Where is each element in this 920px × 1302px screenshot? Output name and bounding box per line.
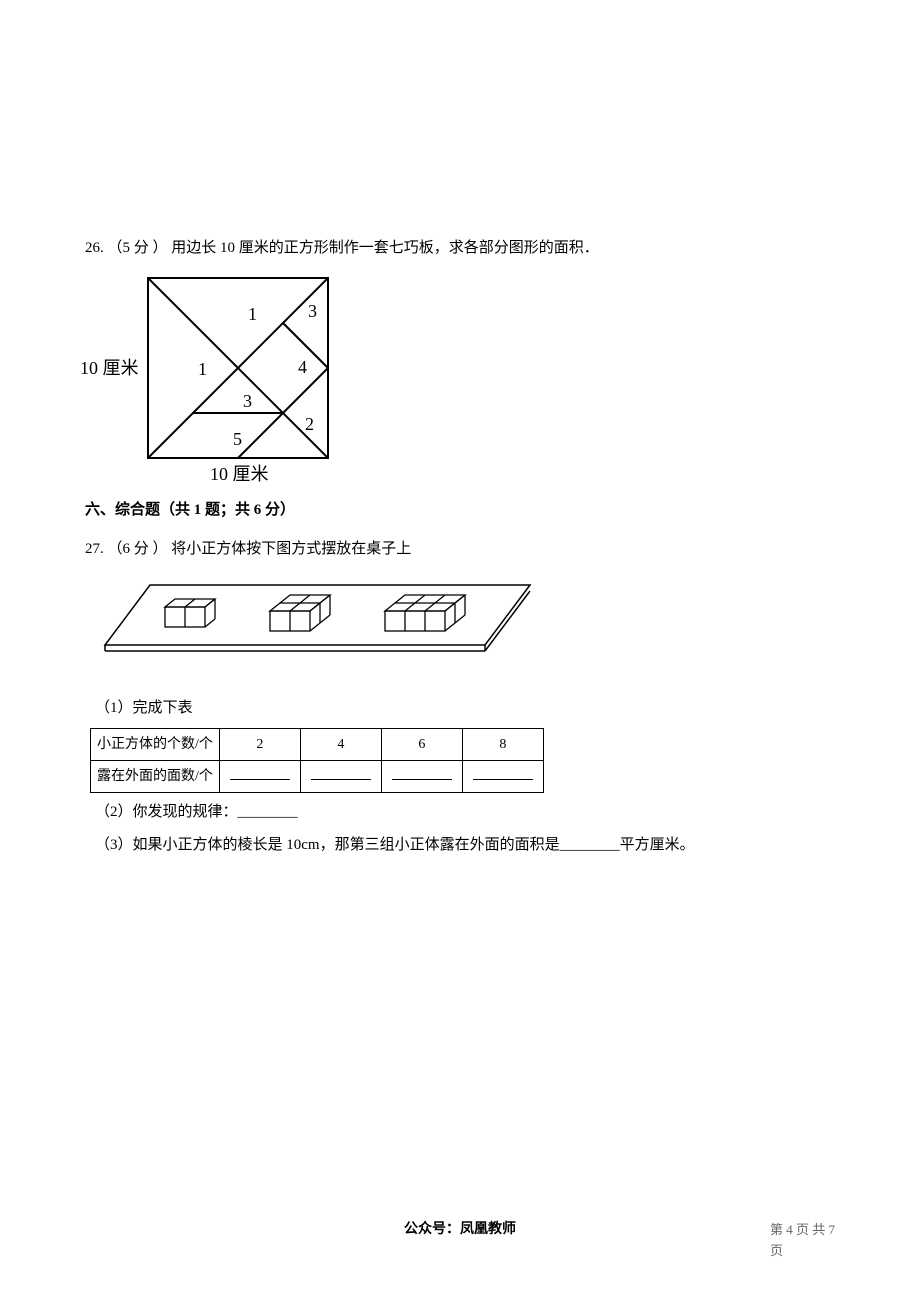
tangram-piece-top: 1	[248, 304, 257, 324]
q27-sub1: （1）完成下表	[95, 695, 835, 722]
q27-table: 小正方体的个数/个 2 4 6 8 露在外面的面数/个	[90, 728, 544, 793]
table-cell-blank	[462, 761, 543, 793]
q26-number: 26.	[85, 240, 104, 256]
q26-text: 用边长 10 厘米的正方形制作一套七巧板，求各部分图形的面积．	[171, 240, 599, 256]
page-total: 7	[829, 1222, 836, 1237]
page-suffix: 页	[770, 1243, 783, 1258]
q26-points: （5 分 ）	[108, 240, 168, 256]
footer-page: 第 4 页 共 7 页	[770, 1220, 835, 1262]
tangram-piece-parallelogram: 5	[233, 429, 242, 449]
table-cell: 8	[462, 729, 543, 761]
section-6-title: 六、综合题（共 1 题；共 6 分）	[85, 497, 835, 524]
sub3-suffix: 平方厘米。	[620, 837, 695, 853]
tangram-bottom-label: 10 厘米	[210, 464, 269, 484]
tangram-piece-upper-right: 3	[308, 301, 317, 321]
table-row1-header: 小正方体的个数/个	[91, 729, 220, 761]
tangram-piece-right-tri: 2	[305, 414, 314, 434]
tangram-figure: 1 1 3 4 3 2 5 10 厘米 10 厘米	[80, 270, 835, 495]
q27-number: 27.	[85, 541, 104, 557]
sub2-label: （2）你发现的规律：	[95, 804, 238, 820]
sub3-blank: ________	[560, 837, 620, 853]
tangram-piece-left: 1	[198, 359, 207, 379]
q27-sub3: （3）如果小正方体的棱长是 10cm，那第三组小正体露在外面的面积是______…	[95, 832, 835, 859]
page-prefix: 第	[770, 1222, 786, 1237]
table-cell-blank	[381, 761, 462, 793]
tangram-piece-square: 4	[298, 357, 307, 377]
table-row: 小正方体的个数/个 2 4 6 8	[91, 729, 544, 761]
cubes-figure	[90, 575, 835, 670]
tangram-left-label: 10 厘米	[80, 358, 139, 378]
sub3-prefix: （3）如果小正方体的棱长是 10cm，那第三组小正体露在外面的面积是	[95, 837, 560, 853]
table-cell: 2	[219, 729, 300, 761]
sub2-blank: ________	[238, 804, 298, 820]
table-cell: 4	[300, 729, 381, 761]
q27-points: （6 分 ）	[108, 541, 168, 557]
tangram-piece-center-tri: 3	[243, 391, 252, 411]
table-row2-header: 露在外面的面数/个	[91, 761, 220, 793]
table-cell-blank	[300, 761, 381, 793]
table-cell: 6	[381, 729, 462, 761]
table-cell-blank	[219, 761, 300, 793]
q27-sub2: （2）你发现的规律：________	[95, 799, 835, 826]
page-mid: 页 共	[793, 1222, 829, 1237]
q27-text: 将小正方体按下图方式摆放在桌子上	[171, 541, 411, 557]
table-row: 露在外面的面数/个	[91, 761, 544, 793]
q26-line: 26. （5 分 ） 用边长 10 厘米的正方形制作一套七巧板，求各部分图形的面…	[85, 235, 835, 262]
q27-line: 27. （6 分 ） 将小正方体按下图方式摆放在桌子上	[85, 536, 835, 563]
